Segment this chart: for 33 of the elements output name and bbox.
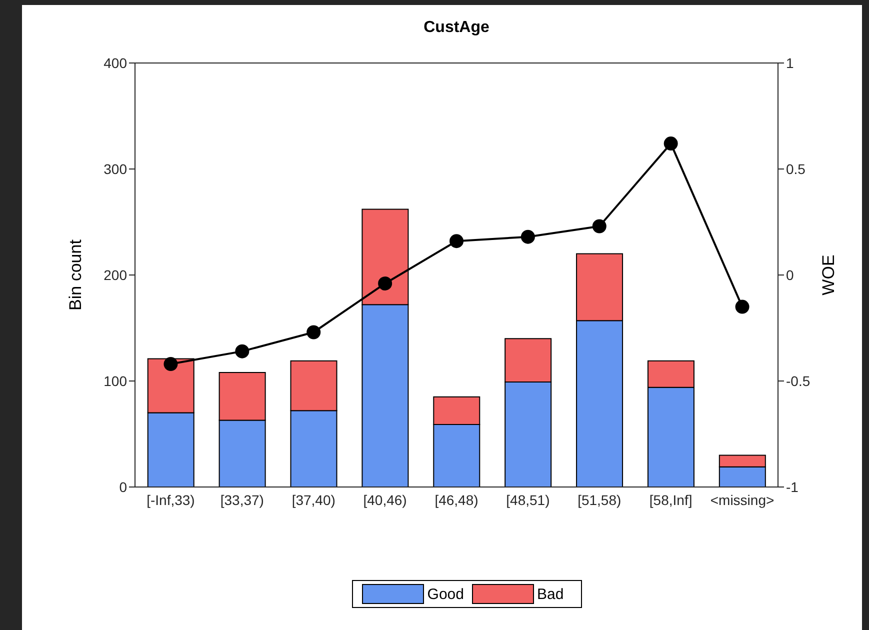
y-tick-label: 300 xyxy=(104,160,128,177)
point xyxy=(592,219,606,234)
y-tick-label: 200 xyxy=(104,266,128,283)
y-tick-label: 0 xyxy=(119,478,128,495)
y-axis-title: Bin count xyxy=(66,239,86,310)
y-tick-label: 100 xyxy=(104,372,128,389)
legend-label: Bad xyxy=(537,586,564,602)
x-tick-label: [48,51) xyxy=(506,492,550,508)
point xyxy=(664,136,678,151)
point xyxy=(164,357,178,372)
y-tick-label: 400 xyxy=(104,54,128,71)
point xyxy=(520,230,535,244)
point xyxy=(735,300,750,314)
x-tick-label: [40,46) xyxy=(363,492,407,508)
x-tick-label: <missing> xyxy=(710,492,774,508)
point xyxy=(306,325,321,340)
legend-label: Good xyxy=(427,586,464,602)
x-tick-label: [51,58) xyxy=(578,492,622,508)
x-tick-label: [-Inf,33) xyxy=(146,492,195,508)
y2-tick-label: 0 xyxy=(786,266,794,283)
x-tick-label: [46,48) xyxy=(434,492,478,508)
x-tick-label: [58,Inf] xyxy=(649,492,692,508)
y2-tick-label: 0.5 xyxy=(786,160,806,177)
x-tick-label: [33,37) xyxy=(220,492,264,508)
y2-tick-label: -0.5 xyxy=(786,372,810,389)
point xyxy=(235,344,250,358)
point xyxy=(450,234,464,248)
point xyxy=(378,276,392,290)
y2-axis-title: WOE xyxy=(819,254,838,296)
y2-tick-label: 1 xyxy=(786,54,794,71)
x-tick-label: [37,40) xyxy=(292,492,336,508)
chart-title: CustAge xyxy=(422,19,490,37)
y2-tick-label: -1 xyxy=(786,478,799,495)
